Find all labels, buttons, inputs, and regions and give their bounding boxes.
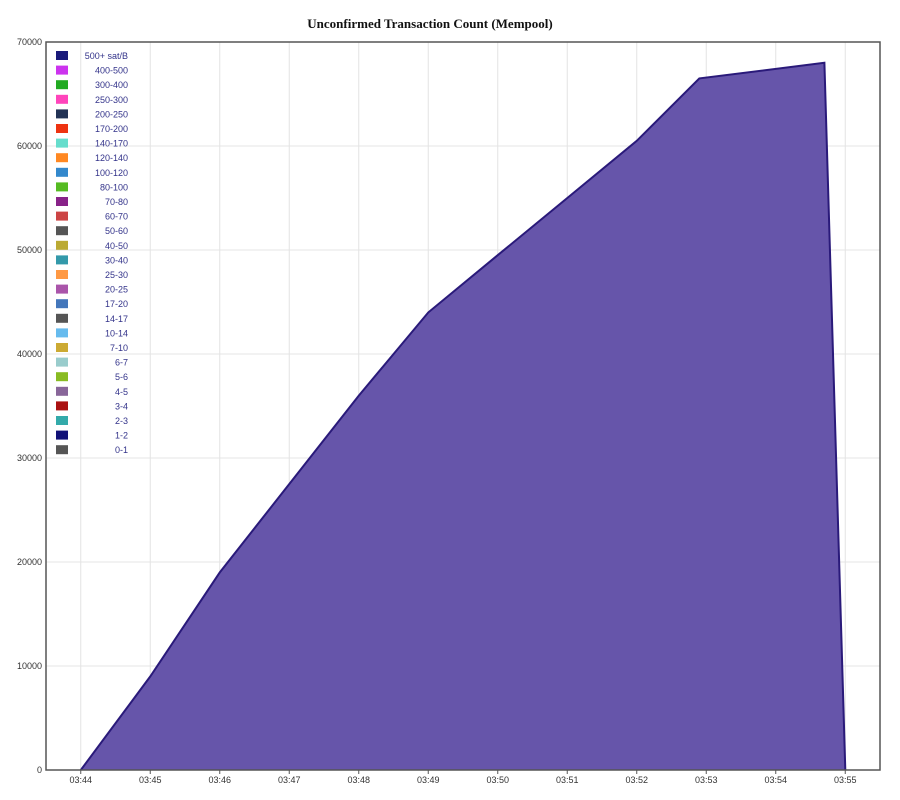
y-tick-label: 20000 xyxy=(17,557,42,567)
x-tick-label: 03:44 xyxy=(69,775,92,785)
legend-label: 140-170 xyxy=(95,139,128,149)
legend-label: 60-70 xyxy=(105,212,128,222)
x-tick-label: 03:49 xyxy=(417,775,440,785)
legend-label: 25-30 xyxy=(105,270,128,280)
y-tick-label: 40000 xyxy=(17,349,42,359)
legend-label: 2-3 xyxy=(115,416,128,426)
legend-swatch xyxy=(56,138,68,148)
legend-label: 14-17 xyxy=(105,314,128,324)
chart-title: Unconfirmed Transaction Count (Mempool) xyxy=(307,16,553,31)
legend-label: 120-140 xyxy=(95,153,128,163)
legend-label: 50-60 xyxy=(105,226,128,236)
legend-label: 1-2 xyxy=(115,431,128,441)
x-tick-label: 03:48 xyxy=(347,775,370,785)
x-tick-label: 03:55 xyxy=(834,775,857,785)
legend-swatch xyxy=(56,153,68,163)
y-tick-label: 0 xyxy=(37,765,42,775)
legend-swatch xyxy=(56,284,68,294)
legend-label: 100-120 xyxy=(95,168,128,178)
legend-label: 70-80 xyxy=(105,197,128,207)
legend-swatch xyxy=(56,197,68,206)
legend-swatch xyxy=(56,313,68,323)
legend-swatch xyxy=(56,240,68,250)
legend-swatch xyxy=(56,386,68,396)
legend-label: 0-1 xyxy=(115,445,128,455)
legend-swatch xyxy=(56,51,68,60)
area-fill xyxy=(80,62,846,771)
legend-swatch xyxy=(56,65,68,75)
legend-swatch xyxy=(56,94,68,104)
legend-label: 250-300 xyxy=(95,95,128,105)
x-tick-label: 03:54 xyxy=(764,775,787,785)
legend-label: 3-4 xyxy=(115,401,128,411)
legend-swatch xyxy=(56,226,68,236)
legend-swatch xyxy=(56,270,68,279)
legend-label: 7-10 xyxy=(110,343,128,353)
legend-label: 170-200 xyxy=(95,124,128,134)
legend-swatch xyxy=(56,430,68,440)
y-axis: 0 10000 20000 30000 40000 50000 60000 70000 xyxy=(17,37,42,775)
legend-label: 17-20 xyxy=(105,299,128,309)
x-tick-label: 03:46 xyxy=(208,775,231,785)
legend-swatch xyxy=(56,124,68,133)
legend-label: 80-100 xyxy=(100,182,128,192)
legend-label: 500+ sat/B xyxy=(85,51,128,61)
legend-label: 5-6 xyxy=(115,372,128,382)
legend-swatch xyxy=(56,343,68,352)
legend-label: 10-14 xyxy=(105,328,128,338)
y-tick-label: 30000 xyxy=(17,453,42,463)
legend-swatch xyxy=(56,372,68,382)
legend-label: 20-25 xyxy=(105,285,128,295)
legend-swatch xyxy=(56,416,68,425)
area-series-layer xyxy=(79,61,847,771)
legend: 500+ sat/B 400-500 300-400 250-300 200-250 17… xyxy=(56,51,128,455)
x-axis: 03:44 03:45 03:46 03:47 03:48 03:49 03:50 03:51… xyxy=(69,770,857,785)
legend-label: 40-50 xyxy=(105,241,128,251)
legend-label: 300-400 xyxy=(95,80,128,90)
x-tick-label: 03:50 xyxy=(486,775,509,785)
x-tick-label: 03:53 xyxy=(695,775,718,785)
legend-label: 30-40 xyxy=(105,255,128,265)
legend-swatch xyxy=(56,255,68,265)
legend-swatch xyxy=(56,445,68,455)
y-tick-label: 50000 xyxy=(17,245,42,255)
legend-swatch xyxy=(56,109,68,119)
plot-border xyxy=(45,41,881,771)
legend-swatch xyxy=(56,182,68,192)
area-outline xyxy=(79,61,847,771)
legend-swatch xyxy=(56,401,68,411)
legend-swatch xyxy=(56,211,68,221)
legend-swatch xyxy=(56,167,68,177)
y-tick-label: 60000 xyxy=(17,141,42,151)
legend-swatch xyxy=(56,357,68,367)
legend-swatch xyxy=(56,328,68,338)
legend-label: 200-250 xyxy=(95,109,128,119)
x-tick-label: 03:45 xyxy=(139,775,162,785)
y-tick-label: 10000 xyxy=(17,661,42,671)
x-tick-label: 03:47 xyxy=(278,775,301,785)
x-tick-label: 03:52 xyxy=(625,775,648,785)
legend-swatch xyxy=(56,80,68,90)
legend-label: 6-7 xyxy=(115,358,128,368)
legend-swatch xyxy=(56,299,68,309)
x-tick-label: 03:51 xyxy=(556,775,579,785)
legend-label: 4-5 xyxy=(115,387,128,397)
y-tick-label: 70000 xyxy=(17,37,42,47)
legend-label: 400-500 xyxy=(95,66,128,76)
